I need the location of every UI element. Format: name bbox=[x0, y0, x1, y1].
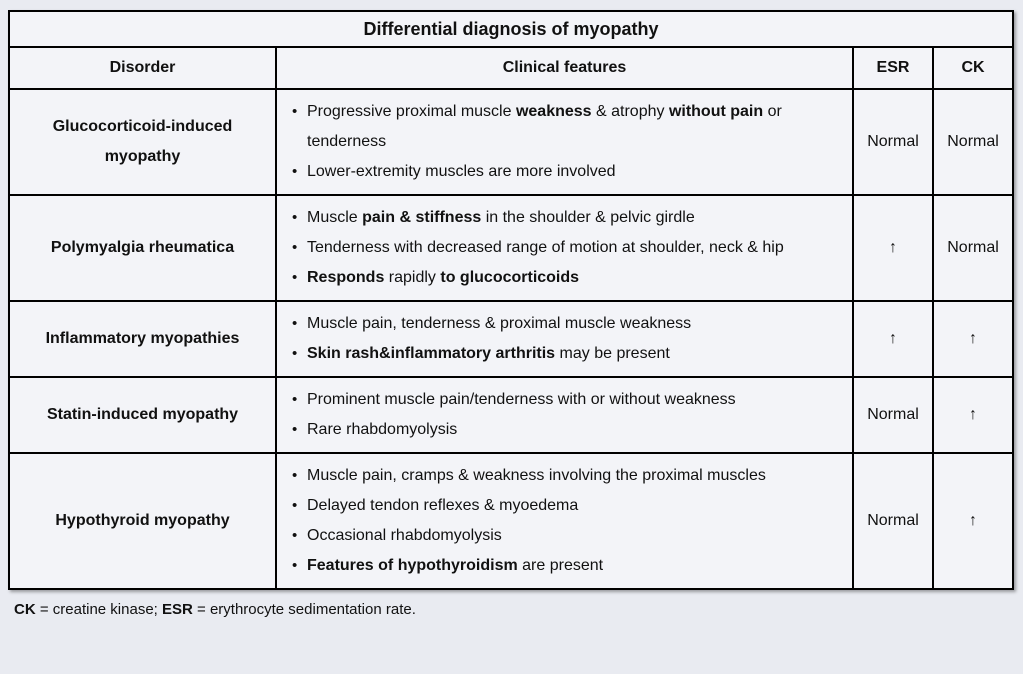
feature-bullet: Progressive proximal muscle weakness & a… bbox=[292, 97, 807, 157]
feature-bullet: Skin rash&inflammatory arthritis may be … bbox=[292, 339, 807, 369]
table-row: Inflammatory myopathies Muscle pain, ten… bbox=[8, 300, 1015, 378]
feature-bullet: Muscle pain, cramps & weakness involving… bbox=[292, 461, 807, 491]
disorder-cell: Inflammatory myopathies bbox=[8, 300, 277, 378]
column-header-clinical-features: Clinical features bbox=[275, 46, 854, 90]
disorder-cell: Glucocorticoid-induced myopathy bbox=[8, 88, 277, 196]
table-row: Polymyalgia rheumatica Muscle pain & sti… bbox=[8, 194, 1015, 302]
clinical-features-cell: Progressive proximal muscle weakness & a… bbox=[275, 88, 854, 196]
disorder-cell: Hypothyroid myopathy bbox=[8, 452, 277, 590]
esr-value: ↑ bbox=[852, 194, 934, 302]
feature-bullet: Lower-extremity muscles are more involve… bbox=[292, 157, 807, 187]
footnote: CK = creatine kinase; ESR = erythrocyte … bbox=[14, 601, 416, 618]
feature-bullet: Muscle pain, tenderness & proximal muscl… bbox=[292, 309, 807, 339]
ck-value: ↑ bbox=[931, 452, 1015, 590]
ck-value: ↑ bbox=[931, 376, 1015, 454]
clinical-features-cell: Prominent muscle pain/tenderness with or… bbox=[275, 376, 854, 454]
ck-value: Normal bbox=[931, 194, 1015, 302]
feature-bullet: Occasional rhabdomyolysis bbox=[292, 521, 807, 551]
feature-bullet: Responds rapidly to glucocorticoids bbox=[292, 263, 807, 293]
feature-bullet: Delayed tendon reflexes & myoedema bbox=[292, 491, 807, 521]
table-row: Statin-induced myopathy Prominent muscle… bbox=[8, 376, 1015, 454]
content-area: Differential diagnosis of myopathy Disor… bbox=[0, 0, 1023, 620]
ck-value: Normal bbox=[931, 88, 1015, 196]
clinical-features-cell: Muscle pain, cramps & weakness involving… bbox=[275, 452, 854, 590]
title-row: Differential diagnosis of myopathy bbox=[7, 10, 1015, 48]
table-row: Hypothyroid myopathy Muscle pain, cramps… bbox=[8, 452, 1015, 590]
feature-bullet: Tenderness with decreased range of motio… bbox=[292, 233, 807, 263]
clinical-features-cell: Muscle pain, tenderness & proximal muscl… bbox=[275, 300, 854, 378]
features-list: Muscle pain, tenderness & proximal muscl… bbox=[283, 309, 807, 369]
table-row: Glucocorticoid-induced myopathy Progress… bbox=[8, 88, 1015, 196]
header-row: Disorder Clinical features ESR CK bbox=[8, 46, 1015, 90]
myopathy-table: Differential diagnosis of myopathy Disor… bbox=[7, 10, 1015, 590]
feature-bullet: Rare rhabdomyolysis bbox=[292, 415, 807, 445]
features-list: Muscle pain, cramps & weakness involving… bbox=[283, 461, 807, 581]
features-list: Muscle pain & stiffness in the shoulder … bbox=[283, 203, 807, 293]
ck-value: ↑ bbox=[931, 300, 1015, 378]
features-list: Progressive proximal muscle weakness & a… bbox=[283, 97, 807, 187]
feature-bullet: Features of hypothyroidism are present bbox=[292, 551, 807, 581]
column-header-ck: CK bbox=[931, 46, 1015, 90]
disorder-cell: Statin-induced myopathy bbox=[8, 376, 277, 454]
column-header-esr: ESR bbox=[852, 46, 934, 90]
features-list: Prominent muscle pain/tenderness with or… bbox=[283, 385, 807, 445]
table-title: Differential diagnosis of myopathy bbox=[7, 10, 1015, 48]
feature-bullet: Prominent muscle pain/tenderness with or… bbox=[292, 385, 807, 415]
esr-value: ↑ bbox=[852, 300, 934, 378]
esr-value: Normal bbox=[852, 452, 934, 590]
feature-bullet: Muscle pain & stiffness in the shoulder … bbox=[292, 203, 807, 233]
column-header-disorder: Disorder bbox=[8, 46, 277, 90]
esr-value: Normal bbox=[852, 376, 934, 454]
clinical-features-cell: Muscle pain & stiffness in the shoulder … bbox=[275, 194, 854, 302]
esr-value: Normal bbox=[852, 88, 934, 196]
disorder-cell: Polymyalgia rheumatica bbox=[8, 194, 277, 302]
